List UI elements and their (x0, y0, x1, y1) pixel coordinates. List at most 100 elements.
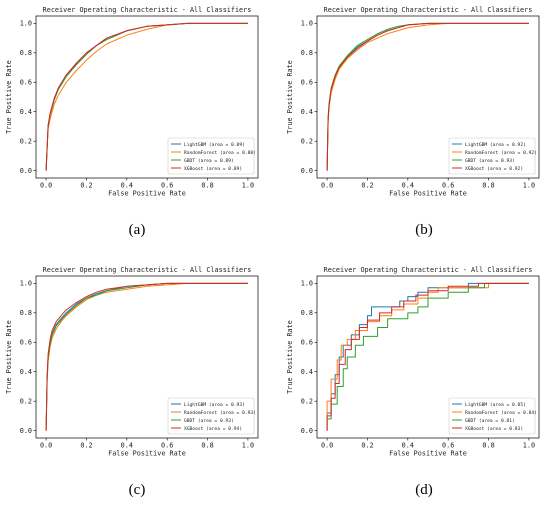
x-tick-label: 0.8 (201, 182, 213, 190)
y-tick-label: 1.0 (20, 20, 32, 28)
panel-caption-d: (d) (415, 482, 433, 498)
x-tick-label: 0.2 (361, 182, 373, 190)
legend-entry: GBDT (area = 0.81) (465, 418, 515, 424)
x-tick-label: 1.0 (523, 182, 535, 190)
x-tick-label: 0.2 (80, 182, 92, 190)
x-tick-label: 0.8 (201, 442, 213, 450)
y-axis-label: True Positive Rate (5, 320, 13, 394)
x-tick-label: 0.0 (321, 182, 333, 190)
legend-box (167, 137, 255, 175)
x-tick-label: 0.4 (402, 442, 414, 450)
series-line-xgboost (326, 22, 529, 171)
roc-chart-svg: Receiver Operating Characteristic - All … (5, 6, 259, 198)
y-tick-label: 0.6 (301, 339, 313, 347)
legend-entry: XGBoost (area = 0.94) (184, 426, 242, 432)
x-axis-label: False Positive Rate (108, 450, 186, 458)
x-tick-label: 1.0 (523, 442, 535, 450)
y-tick-label: 1.0 (20, 280, 32, 288)
x-tick-label: 0.0 (321, 442, 333, 450)
plot-frame (35, 15, 259, 179)
chart-title: Receiver Operating Characteristic - All … (324, 6, 533, 14)
legend-entry: GBDT (area = 0.89) (184, 158, 234, 164)
chart-title: Receiver Operating Characteristic - All … (43, 266, 252, 274)
legend-entry: RandomForest (area = 0.93) (184, 410, 256, 416)
roc-chart-svg: Receiver Operating Characteristic - All … (286, 266, 540, 458)
x-tick-label: 1.0 (242, 182, 254, 190)
y-axis-label: True Positive Rate (286, 320, 294, 394)
y-tick-label: 0.6 (20, 79, 32, 87)
legend-box (167, 397, 255, 435)
legend-entry: RandomForest (area = 0.92) (465, 150, 537, 156)
legend-entry: XGBoost (area = 0.89) (184, 166, 242, 172)
legend-entry: GBDT (area = 0.93) (184, 418, 234, 424)
panel-caption-b: (b) (415, 222, 433, 238)
x-tick-label: 0.6 (442, 182, 454, 190)
x-tick-label: 0.8 (482, 442, 494, 450)
legend-entry: RandomForest (area = 0.84) (465, 410, 537, 416)
legend-entry: LightGBM (area = 0.89) (184, 142, 245, 148)
x-axis-label: False Positive Rate (389, 450, 467, 458)
y-tick-label: 0.6 (20, 339, 32, 347)
chart-title: Receiver Operating Characteristic - All … (43, 6, 252, 14)
roc-chart-svg: Receiver Operating Characteristic - All … (286, 6, 540, 198)
x-tick-label: 0.0 (40, 182, 52, 190)
x-tick-label: 0.4 (121, 442, 133, 450)
y-tick-label: 0.4 (301, 108, 313, 116)
legend-entry: XGBoost (area = 0.92) (465, 166, 523, 172)
panel-caption-c: (c) (128, 482, 146, 498)
x-tick-label: 0.4 (402, 182, 414, 190)
series-line-gbdt (326, 282, 529, 431)
y-tick-label: 0.0 (20, 167, 32, 175)
series-line-xgboost (326, 282, 529, 431)
roc-panel-d: Receiver Operating Characteristic - All … (283, 262, 548, 494)
legend-entry: XGBoost (area = 0.83) (465, 426, 523, 432)
y-tick-label: 0.0 (20, 427, 32, 435)
x-tick-label: 0.6 (161, 442, 173, 450)
legend-entry: RandomForest (area = 0.88) (184, 150, 256, 156)
x-tick-label: 0.6 (442, 442, 454, 450)
series-line-xgboost (45, 282, 248, 431)
legend-entry: LightGBM (area = 0.85) (465, 402, 526, 408)
y-tick-label: 0.8 (301, 49, 313, 57)
x-axis-label: False Positive Rate (389, 190, 467, 198)
y-tick-label: 0.2 (20, 137, 32, 145)
y-tick-label: 0.0 (301, 167, 313, 175)
legend-entry: LightGBM (area = 0.93) (184, 402, 245, 408)
y-tick-label: 0.8 (301, 309, 313, 317)
y-tick-label: 0.2 (301, 397, 313, 405)
y-tick-label: 0.0 (301, 427, 313, 435)
x-tick-label: 0.0 (40, 442, 52, 450)
roc-chart-svg: Receiver Operating Characteristic - All … (5, 266, 259, 458)
y-tick-label: 1.0 (301, 20, 313, 28)
plot-frame (316, 275, 540, 439)
legend-box (448, 397, 536, 435)
y-tick-label: 1.0 (301, 280, 313, 288)
x-tick-label: 1.0 (242, 442, 254, 450)
legend-box (448, 137, 536, 175)
series-line-xgboost (45, 22, 248, 171)
roc-panel-b: Receiver Operating Characteristic - All … (283, 2, 548, 234)
roc-panel-a: Receiver Operating Characteristic - All … (2, 2, 267, 234)
legend-entry: GBDT (area = 0.93) (465, 158, 515, 164)
x-axis-label: False Positive Rate (108, 190, 186, 198)
y-tick-label: 0.2 (20, 397, 32, 405)
plot-frame (35, 275, 259, 439)
x-tick-label: 0.8 (482, 182, 494, 190)
y-axis-label: True Positive Rate (5, 60, 13, 134)
legend-entry: LightGBM (area = 0.92) (465, 142, 526, 148)
panel-caption-a: (a) (128, 222, 146, 238)
x-tick-label: 0.4 (121, 182, 133, 190)
x-tick-label: 0.2 (361, 442, 373, 450)
x-tick-label: 0.2 (80, 442, 92, 450)
y-tick-label: 0.2 (301, 137, 313, 145)
y-tick-label: 0.4 (20, 368, 32, 376)
y-tick-label: 0.4 (301, 368, 313, 376)
roc-panel-c: Receiver Operating Characteristic - All … (2, 262, 267, 494)
chart-title: Receiver Operating Characteristic - All … (324, 266, 533, 274)
y-tick-label: 0.8 (20, 309, 32, 317)
x-tick-label: 0.6 (161, 182, 173, 190)
y-tick-label: 0.8 (20, 49, 32, 57)
y-tick-label: 0.6 (301, 79, 313, 87)
plot-frame (316, 15, 540, 179)
y-axis-label: True Positive Rate (286, 60, 294, 134)
